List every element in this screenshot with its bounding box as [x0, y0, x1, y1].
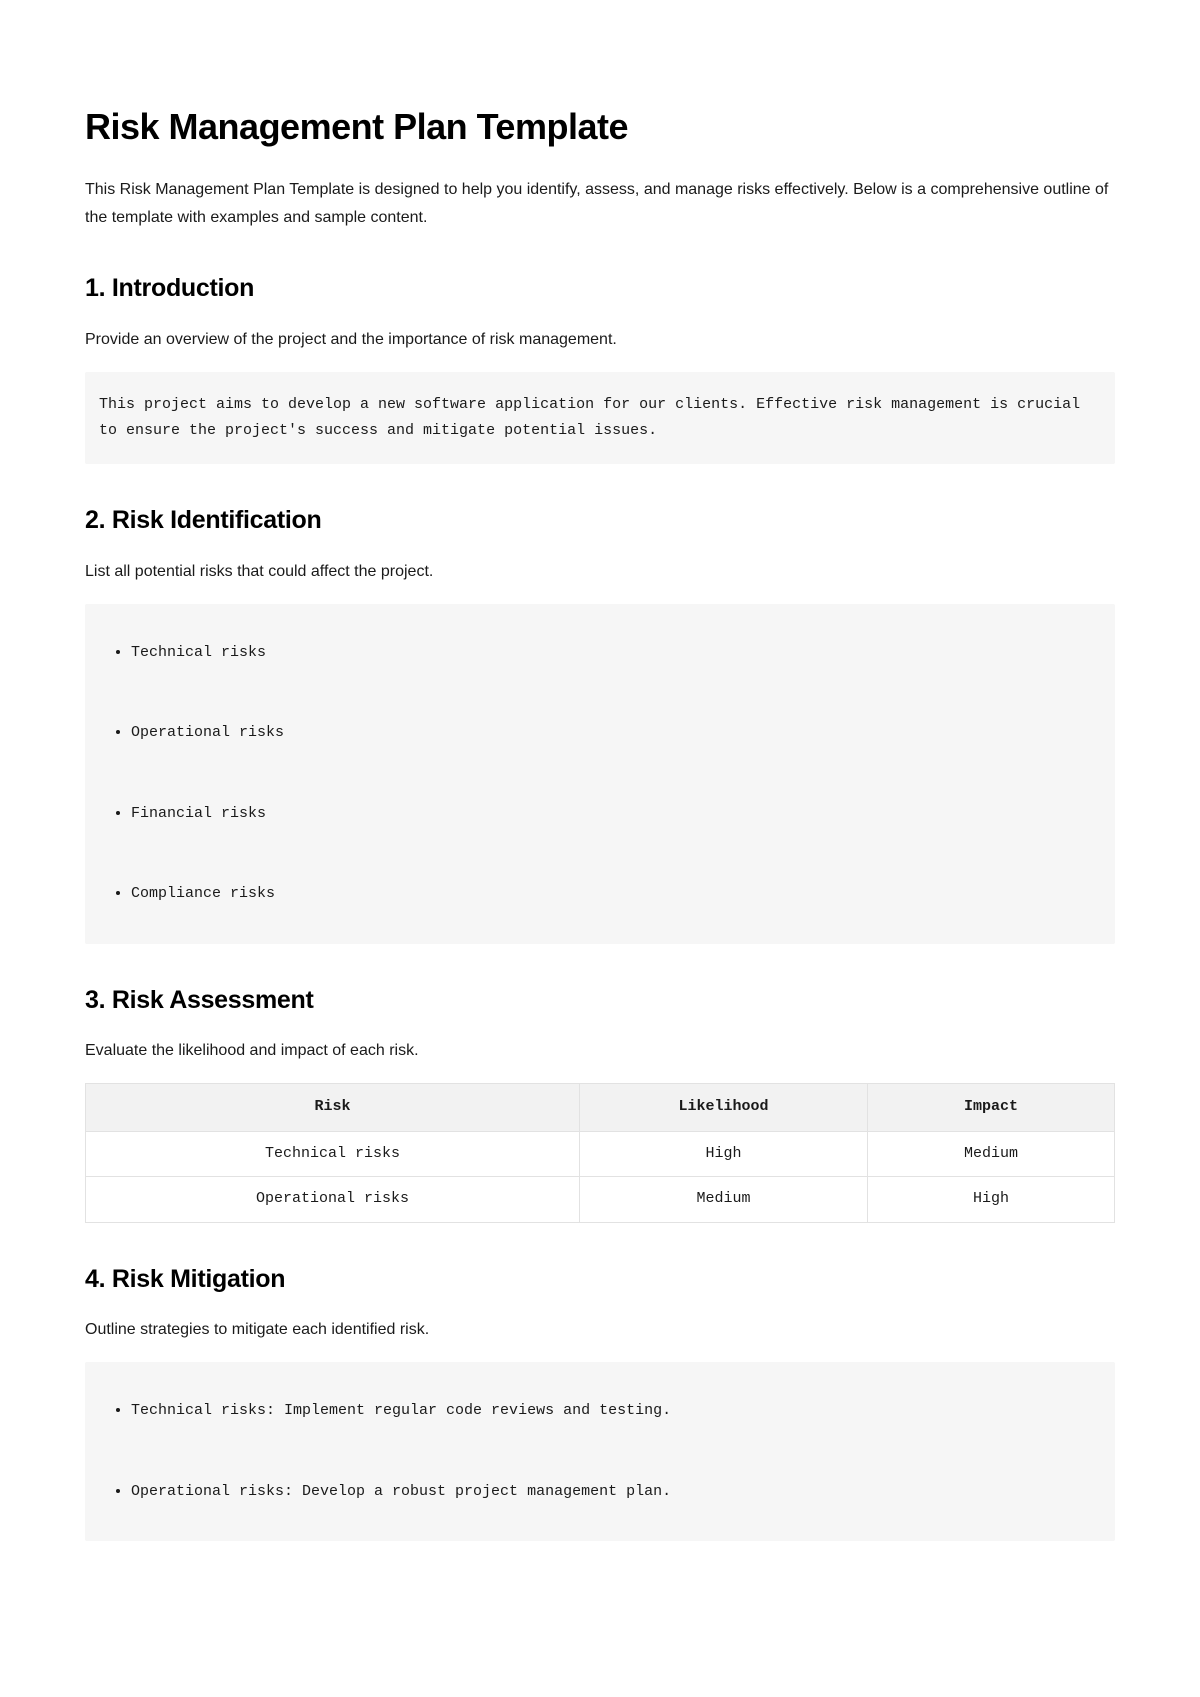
table-cell: High	[579, 1131, 867, 1177]
table-header: Impact	[868, 1084, 1115, 1132]
list-item: Technical risks	[131, 642, 1101, 665]
section-heading-identification: 2. Risk Identification	[85, 502, 1115, 540]
risk-assessment-table: Risk Likelihood Impact Technical risks H…	[85, 1083, 1115, 1223]
table-cell: High	[868, 1177, 1115, 1223]
list-item: Technical risks: Implement regular code …	[131, 1400, 1101, 1423]
list-item: Compliance risks	[131, 883, 1101, 906]
section-desc-mitigation: Outline strategies to mitigate each iden…	[85, 1318, 1115, 1342]
table-header: Risk	[86, 1084, 580, 1132]
table-header-row: Risk Likelihood Impact	[86, 1084, 1115, 1132]
list-block-mitigation: Technical risks: Implement regular code …	[85, 1362, 1115, 1541]
table-row: Operational risks Medium High	[86, 1177, 1115, 1223]
table-cell: Technical risks	[86, 1131, 580, 1177]
list-item: Financial risks	[131, 803, 1101, 826]
table-cell: Medium	[868, 1131, 1115, 1177]
intro-paragraph: This Risk Management Plan Template is de…	[85, 176, 1115, 232]
page-title: Risk Management Plan Template	[85, 100, 1115, 154]
section-desc-identification: List all potential risks that could affe…	[85, 560, 1115, 584]
list-item: Operational risks: Develop a robust proj…	[131, 1481, 1101, 1504]
section-desc-assessment: Evaluate the likelihood and impact of ea…	[85, 1039, 1115, 1063]
table-cell: Operational risks	[86, 1177, 580, 1223]
list-item: Operational risks	[131, 722, 1101, 745]
table-cell: Medium	[579, 1177, 867, 1223]
section-heading-mitigation: 4. Risk Mitigation	[85, 1261, 1115, 1299]
table-header: Likelihood	[579, 1084, 867, 1132]
section-heading-introduction: 1. Introduction	[85, 270, 1115, 308]
section-heading-assessment: 3. Risk Assessment	[85, 982, 1115, 1020]
code-block-introduction: This project aims to develop a new softw…	[85, 372, 1115, 465]
table-row: Technical risks High Medium	[86, 1131, 1115, 1177]
list-block-identification: Technical risks Operational risks Financ…	[85, 604, 1115, 944]
section-desc-introduction: Provide an overview of the project and t…	[85, 328, 1115, 352]
